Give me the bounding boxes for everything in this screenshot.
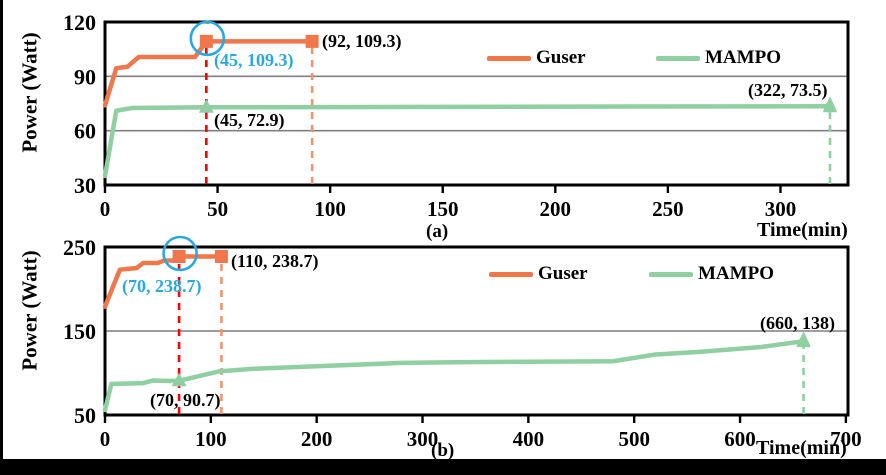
- subfigure-label-b: (b): [431, 440, 455, 461]
- marker-square: [305, 34, 319, 48]
- x-axis-title-a: Time(min): [757, 219, 848, 241]
- x-tick-label: 100: [314, 197, 346, 221]
- y-tick-label: 50: [74, 403, 96, 428]
- x-tick-label: 400: [513, 427, 545, 451]
- x-tick-label: 0: [100, 197, 111, 221]
- y-axis-title-b: Power (Watt): [17, 250, 42, 371]
- x-tick-label: 200: [301, 427, 333, 451]
- annotation-45-72: (45, 72.9): [214, 110, 285, 130]
- annotation-45-109: (45, 109.3): [214, 50, 294, 70]
- highlight-circle: [189, 20, 226, 57]
- mampo-line-swatch: [656, 55, 700, 61]
- series-end-arrowhead: [796, 331, 811, 347]
- legend-item-guser-b: Guser: [489, 263, 588, 284]
- legend-label: Guser: [538, 263, 588, 284]
- marker-triangle: [198, 99, 214, 113]
- marker-square: [172, 249, 186, 263]
- legend-item-guser-a: Guser: [487, 47, 586, 68]
- x-tick-label: 200: [540, 197, 572, 221]
- x-tick-label: 250: [652, 197, 684, 221]
- series-line-mampo: [102, 338, 806, 413]
- guser-line-swatch: [489, 271, 533, 277]
- x-tick-label: 100: [195, 427, 227, 451]
- x-axis-title-b: Time(min): [756, 437, 847, 459]
- annotation-322-73: (322, 73.5): [748, 80, 828, 100]
- page-bottom-bar: [0, 459, 886, 475]
- x-tick-label: 300: [407, 427, 439, 451]
- legend-label: MAMPO: [698, 263, 774, 284]
- legend-item-mampo-b: MAMPO: [649, 263, 774, 284]
- x-tick-label: 150: [427, 197, 459, 221]
- x-tick-label: 600: [724, 427, 756, 451]
- x-tick-label: 500: [618, 427, 650, 451]
- legend-label: MAMPO: [705, 47, 781, 68]
- subfigure-label-a: (a): [426, 221, 449, 242]
- y-axis-title-a: Power (Watt): [17, 32, 42, 153]
- marker-triangle: [171, 372, 187, 387]
- legend-label: Guser: [536, 47, 586, 68]
- marker-square: [214, 249, 228, 263]
- y-tick-label: 30: [74, 173, 96, 198]
- x-tick-label: 0: [100, 427, 111, 451]
- plot-border: [103, 245, 850, 417]
- y-tick-label: 150: [63, 319, 96, 344]
- x-tick-label: 50: [207, 197, 228, 221]
- highlight-circle: [162, 235, 198, 272]
- x-tick-label: 700: [830, 427, 862, 451]
- mampo-line-swatch: [649, 271, 693, 277]
- legend-item-mampo-a: MAMPO: [656, 47, 781, 68]
- page-left-border: [0, 0, 3, 475]
- annotation-110-238: (110, 238.7): [231, 251, 319, 271]
- guser-line-swatch: [487, 55, 531, 61]
- y-tick-label: 90: [74, 64, 96, 89]
- series-end-arrowhead: [822, 96, 837, 112]
- y-tick-label: 60: [74, 119, 96, 144]
- marker-square: [199, 34, 213, 48]
- series-line-mampo: [102, 103, 833, 179]
- y-tick-label: 120: [63, 10, 96, 35]
- annotation-92-109: (92, 109.3): [322, 31, 402, 51]
- annotation-70-90: (70, 90.7): [150, 390, 221, 410]
- y-tick-label: 250: [63, 235, 96, 260]
- x-tick-label: 300: [765, 197, 797, 221]
- annotation-660-138: (660, 138): [760, 313, 835, 333]
- annotation-70-238: (70, 238.7): [122, 276, 202, 296]
